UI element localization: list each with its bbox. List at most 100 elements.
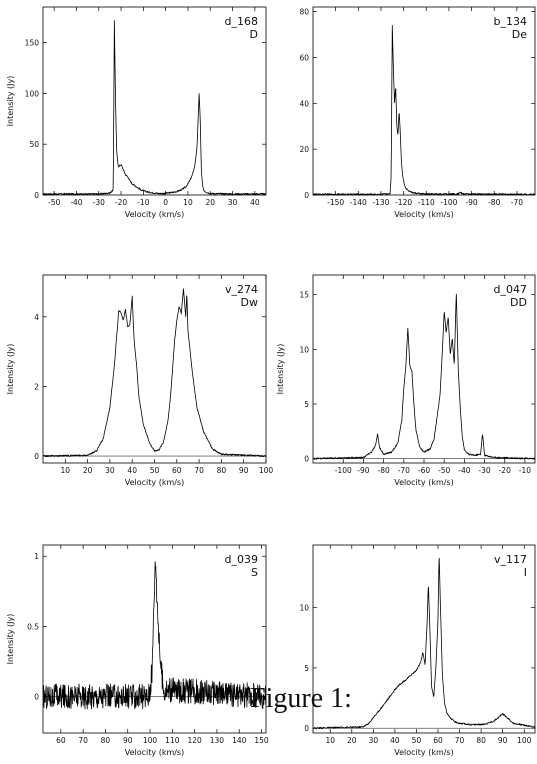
panel-class-label: DD bbox=[510, 296, 527, 309]
y-axis-label: Intensity (Jy) bbox=[6, 76, 15, 127]
y-axis-label: Intensity (Jy) bbox=[276, 344, 285, 395]
x-tick-label: 20 bbox=[347, 736, 357, 745]
panel-class-label: D bbox=[250, 28, 258, 41]
panel-d_168: -50 -40 -30 -20 -10 0 10 20 30 40 0 50 100 150 Velocit… bbox=[6, 6, 267, 219]
figure-caption: Figure 1: bbox=[250, 683, 352, 714]
plot-frame bbox=[42, 544, 267, 734]
y-tick-label: 0 bbox=[304, 191, 309, 200]
y-tick-label: 10 bbox=[299, 345, 309, 354]
x-tick-label: 60 bbox=[172, 466, 182, 475]
y-tick-label: 0 bbox=[304, 724, 309, 733]
x-tick-label: 100 bbox=[259, 466, 274, 475]
y-axis-label: Intensity (Jy) bbox=[6, 344, 15, 395]
plot-frame bbox=[312, 6, 536, 196]
x-tick-label: 30 bbox=[105, 466, 115, 475]
x-tick-label: -50 bbox=[48, 198, 60, 207]
x-tick-label: 20 bbox=[83, 466, 93, 475]
x-axis-label: Velocity (km/s) bbox=[394, 478, 453, 487]
x-tick-label: 100 bbox=[517, 736, 532, 745]
x-tick-label: 40 bbox=[390, 736, 400, 745]
y-tick-label: 0 bbox=[34, 452, 39, 461]
x-tick-label: 150 bbox=[254, 736, 269, 745]
panel-b_134: -150 -140 -130 -120 -110 -100 -90 -80 -70 0 20 40 60… bbox=[299, 6, 536, 219]
panel-v_274: 10 20 30 40 50 60 70 80 90 100 0 2 4 Velocity (km/s) I… bbox=[6, 274, 274, 487]
y-tick-label: 0 bbox=[34, 693, 39, 702]
x-tick-label: 0 bbox=[163, 198, 168, 207]
y-tick-label: 150 bbox=[25, 39, 40, 48]
x-tick-label: -90 bbox=[357, 466, 369, 475]
x-axis-label: Velocity (km/s) bbox=[125, 748, 184, 757]
panel-name-label: d_047 bbox=[494, 283, 527, 296]
spectrum-line bbox=[42, 561, 267, 710]
x-tick-label: -70 bbox=[511, 198, 523, 207]
x-tick-label: 80 bbox=[476, 736, 486, 745]
x-tick-label: 130 bbox=[210, 736, 225, 745]
x-tick-label: 40 bbox=[127, 466, 137, 475]
x-tick-label: -100 bbox=[335, 466, 352, 475]
x-tick-label: 80 bbox=[217, 466, 227, 475]
spectrum-line bbox=[312, 293, 536, 460]
x-tick-label: 70 bbox=[455, 736, 465, 745]
panel-name-label: b_134 bbox=[494, 15, 527, 28]
x-tick-label: 10 bbox=[325, 736, 335, 745]
spectrum-line bbox=[312, 557, 536, 730]
x-tick-label: 80 bbox=[101, 736, 111, 745]
x-tick-label: -20 bbox=[499, 466, 511, 475]
y-tick-label: 10 bbox=[299, 604, 309, 613]
x-tick-label: -130 bbox=[372, 198, 389, 207]
x-tick-label: -40 bbox=[70, 198, 82, 207]
x-tick-label: 110 bbox=[165, 736, 180, 745]
x-tick-label: -150 bbox=[327, 198, 344, 207]
x-tick-label: -40 bbox=[458, 466, 470, 475]
plot-frame bbox=[312, 274, 536, 464]
plot-frame bbox=[312, 544, 536, 734]
y-tick-label: 50 bbox=[29, 140, 39, 149]
x-tick-label: 90 bbox=[498, 736, 508, 745]
x-tick-label: 120 bbox=[187, 736, 202, 745]
panel-class-label: De bbox=[512, 28, 527, 41]
x-tick-label: -120 bbox=[395, 198, 412, 207]
y-tick-label: 5 bbox=[304, 400, 309, 409]
x-tick-label: 60 bbox=[433, 736, 443, 745]
y-tick-label: 0 bbox=[34, 191, 39, 200]
x-tick-label: -90 bbox=[465, 198, 477, 207]
panel-name-label: v_117 bbox=[494, 553, 527, 566]
x-tick-label: 90 bbox=[239, 466, 249, 475]
panel-name-label: d_168 bbox=[225, 15, 258, 28]
panel-d_047: -100 -90 -80 -70 -60 -50 -40 -30 -20 -10051015Vel… bbox=[276, 274, 536, 487]
x-tick-label: -10 bbox=[137, 198, 149, 207]
x-tick-label: 30 bbox=[369, 736, 379, 745]
spectrum-line bbox=[42, 288, 267, 458]
y-tick-label: 80 bbox=[299, 8, 309, 17]
x-tick-label: -10 bbox=[519, 466, 531, 475]
x-tick-label: 50 bbox=[412, 736, 422, 745]
panel-name-label: d_039 bbox=[225, 553, 258, 566]
plot-frame bbox=[42, 6, 267, 196]
y-tick-label: 15 bbox=[299, 291, 309, 300]
x-tick-label: 70 bbox=[194, 466, 204, 475]
plot-frame bbox=[42, 274, 267, 464]
x-tick-label: 40 bbox=[250, 198, 260, 207]
x-tick-label: -50 bbox=[438, 466, 450, 475]
x-tick-label: 30 bbox=[228, 198, 238, 207]
y-tick-label: 5 bbox=[304, 664, 309, 673]
x-tick-label: -60 bbox=[418, 466, 430, 475]
panel-v_117: 10 20 30 40 50 60 70 80 90 100 0 5 10 Velocity (km/s)… bbox=[299, 544, 536, 757]
x-tick-label: 70 bbox=[78, 736, 88, 745]
x-tick-label: -70 bbox=[398, 466, 410, 475]
x-tick-label: 60 bbox=[56, 736, 66, 745]
panel-d_039: 60 70 80 90 100 110 120 130 140 150 0 0.5 1 Velocity … bbox=[6, 544, 269, 757]
x-tick-label: -30 bbox=[93, 198, 105, 207]
x-tick-label: 50 bbox=[150, 466, 160, 475]
y-tick-label: 20 bbox=[299, 145, 309, 154]
x-tick-label: -30 bbox=[478, 466, 490, 475]
x-tick-label: -20 bbox=[115, 198, 127, 207]
x-tick-label: 100 bbox=[143, 736, 158, 745]
x-tick-label: 140 bbox=[232, 736, 247, 745]
panel-class-label: S bbox=[251, 566, 258, 579]
x-tick-label: -80 bbox=[378, 466, 390, 475]
y-tick-label: 60 bbox=[299, 53, 309, 62]
x-tick-label: 20 bbox=[205, 198, 215, 207]
y-tick-label: 0 bbox=[304, 455, 309, 464]
